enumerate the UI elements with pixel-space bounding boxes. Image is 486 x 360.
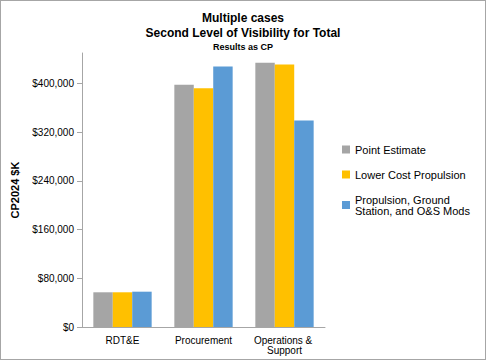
svg-text:Propulsion, Ground: Propulsion, Ground bbox=[355, 193, 453, 206]
svg-text:Lower Cost Propulsion: Lower Cost Propulsion bbox=[355, 169, 466, 181]
svg-text:Multiple cases: Multiple cases bbox=[202, 11, 284, 25]
svg-text:RDT&E: RDT&E bbox=[106, 335, 140, 346]
svg-text:Second Level of Visibility for: Second Level of Visibility for Total bbox=[146, 26, 341, 40]
svg-text:$160,000: $160,000 bbox=[32, 224, 74, 235]
svg-text:CP2024 $K: CP2024 $K bbox=[9, 162, 21, 219]
svg-text:Support: Support bbox=[267, 345, 302, 356]
svg-text:$80,000: $80,000 bbox=[38, 273, 75, 284]
svg-text:Point Estimate: Point Estimate bbox=[355, 144, 426, 156]
svg-text:$240,000: $240,000 bbox=[32, 175, 74, 186]
svg-text:Station, and O&S Mods: Station, and O&S Mods bbox=[355, 205, 470, 217]
svg-text:$0: $0 bbox=[63, 322, 75, 333]
svg-text:Operations &: Operations & bbox=[253, 334, 316, 346]
svg-text:Results as CP: Results as CP bbox=[213, 42, 273, 52]
svg-text:$400,000: $400,000 bbox=[32, 78, 74, 89]
svg-text:Procurement: Procurement bbox=[175, 335, 232, 346]
svg-text:$320,000: $320,000 bbox=[32, 127, 74, 138]
